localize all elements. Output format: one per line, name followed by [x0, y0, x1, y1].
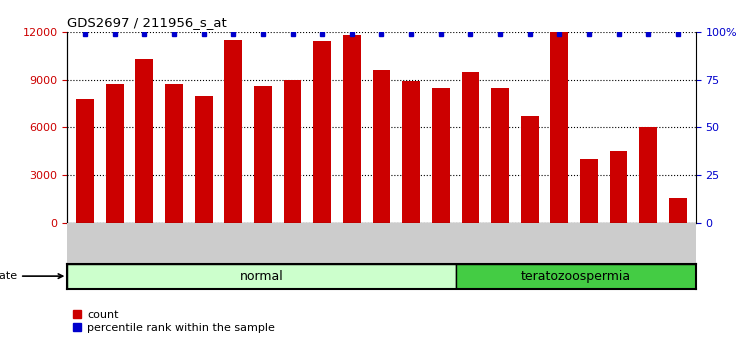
Bar [313, 41, 331, 223]
Legend: count, percentile rank within the sample: count, percentile rank within the sample [73, 310, 275, 333]
Text: normal: normal [240, 270, 283, 282]
Bar [456, 264, 696, 289]
Bar [402, 81, 420, 223]
Bar [580, 159, 598, 223]
Bar [551, 32, 568, 223]
Bar [432, 88, 450, 223]
Bar [462, 72, 479, 223]
Bar [610, 152, 628, 223]
Bar [135, 59, 153, 223]
Bar [224, 40, 242, 223]
Bar [194, 96, 212, 223]
Text: GDS2697 / 211956_s_at: GDS2697 / 211956_s_at [67, 16, 227, 29]
Bar [106, 84, 123, 223]
Bar [669, 198, 687, 223]
Bar [373, 70, 390, 223]
Bar [254, 86, 272, 223]
Bar [67, 264, 456, 289]
Bar [343, 35, 361, 223]
Bar [521, 116, 539, 223]
Text: disease state: disease state [0, 271, 63, 281]
Bar [283, 80, 301, 223]
Bar [491, 88, 509, 223]
Bar [76, 99, 94, 223]
Bar [165, 84, 183, 223]
Bar [640, 127, 657, 223]
Text: teratozoospermia: teratozoospermia [521, 270, 631, 282]
